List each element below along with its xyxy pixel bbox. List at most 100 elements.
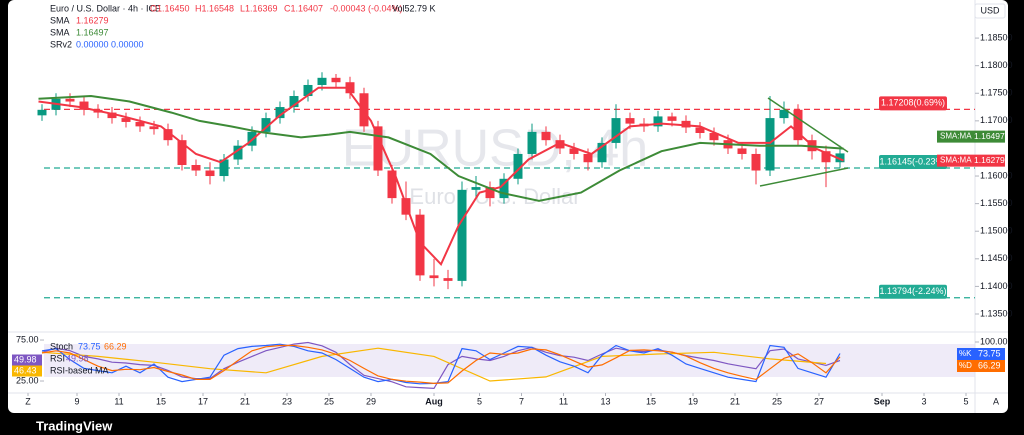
- candle-body: [65, 98, 75, 102]
- candle-body: [457, 189, 467, 281]
- level-label: 1.16145(-0.23%): [879, 156, 946, 166]
- currency[interactable]: USD: [980, 5, 1000, 15]
- ohlc-value: C1.16407: [284, 3, 323, 13]
- y-tick-label: 1.15000: [980, 226, 1013, 236]
- candle-body: [597, 142, 607, 163]
- y-tick-label: 1.16000: [980, 170, 1013, 180]
- price-tag-name: SMA:MA: [940, 132, 972, 141]
- candle-body: [737, 148, 747, 154]
- x-tick-label: Z: [25, 396, 31, 406]
- legend-rsi-ma: RSI-based MA: [50, 365, 109, 375]
- candle-body: [387, 170, 397, 199]
- candle-body: [583, 153, 593, 163]
- x-tick-label: 21: [240, 396, 250, 406]
- x-tick-label: Sep: [874, 396, 891, 406]
- level-label-box: [879, 155, 947, 170]
- x-tick-label: 15: [156, 396, 166, 406]
- candle-body: [429, 275, 439, 279]
- y-tick-label: 1.18000: [980, 60, 1013, 70]
- price-tag-value: 1.16279: [974, 155, 1005, 165]
- candle-body: [331, 77, 341, 83]
- y-tick-label: 1.14000: [980, 281, 1013, 291]
- legend-rsi: RSI: [50, 353, 65, 363]
- x-tick-label: 23: [282, 396, 292, 406]
- candle-body: [163, 129, 173, 141]
- level-label-box: [879, 96, 947, 111]
- ohlc-value: L1.16369: [240, 3, 278, 13]
- candle-body: [289, 96, 299, 108]
- x-tick-label: 5: [963, 396, 968, 406]
- candle-body: [751, 153, 761, 171]
- y-tick-label: 1.14500: [980, 253, 1013, 263]
- ohlc-value: Vol52.79 K: [392, 3, 436, 13]
- sma-line: [38, 94, 844, 202]
- rsi-band: [44, 344, 975, 377]
- candle-body: [219, 159, 229, 177]
- x-tick-label: 3: [921, 396, 926, 406]
- x-tick-label: Aug: [425, 396, 443, 406]
- candle-body: [555, 140, 565, 149]
- legend-stoch-value: 73.75: [78, 341, 101, 351]
- candle-body: [261, 118, 271, 132]
- osc-tag-name: %D: [959, 361, 972, 370]
- osc-tag-box: [12, 354, 42, 366]
- ohlc-value: -0.00043 (-0.04%): [330, 3, 403, 13]
- candle-body: [653, 116, 663, 127]
- x-tick-label: 13: [600, 396, 610, 406]
- candle-body: [779, 109, 789, 119]
- x-tick-label: 15: [646, 396, 656, 406]
- candle-body: [205, 170, 215, 177]
- candle-body: [317, 77, 327, 85]
- osc-tag-box: [957, 360, 1005, 372]
- price-tag-value: 1.16497: [974, 131, 1005, 141]
- ohlc-value: H1.16548: [195, 3, 234, 13]
- candle-body: [275, 107, 285, 119]
- legend-sma-value: 1.16497: [76, 27, 109, 37]
- candle-body: [625, 118, 635, 124]
- candle-body: [471, 187, 481, 190]
- x-tick-label: 11: [559, 396, 568, 406]
- candle-body: [835, 153, 845, 163]
- osc-tag-value: 46.43: [14, 365, 37, 375]
- candle-body: [191, 165, 201, 171]
- auto-scale-button[interactable]: A: [993, 396, 999, 406]
- osc-tag-value: 49.98: [14, 354, 37, 364]
- chart-panel: [8, 0, 1008, 413]
- legend-sma-value: 1.16279: [76, 15, 109, 25]
- rsi-line: [41, 347, 827, 382]
- legend-sma: SMA: [50, 15, 70, 25]
- stoch-line: [41, 343, 841, 385]
- candle-body: [695, 127, 705, 133]
- candle-body: [793, 109, 803, 141]
- y-tick-label: 1.13500: [980, 308, 1013, 318]
- legend-stoch: Stoch: [50, 341, 73, 351]
- trendline: [759, 167, 849, 187]
- sma-line: [38, 86, 844, 267]
- candle-body: [149, 126, 159, 130]
- candle-body: [541, 131, 551, 141]
- plot-area: [37, 72, 975, 390]
- y-tick-label: 100.00: [980, 336, 1008, 346]
- y-tick-label: 25.00: [16, 375, 39, 385]
- legend-rsi-value: 49.98: [66, 353, 89, 363]
- candle-body: [233, 145, 243, 160]
- candle-body: [499, 178, 509, 199]
- currency-box[interactable]: [974, 3, 1006, 19]
- osc-tag-value: 66.29: [978, 360, 1001, 370]
- ohlc-value: O1.16450: [150, 3, 190, 13]
- candle-body: [821, 151, 831, 163]
- symbol: Euro / U.S. Dollar · 4h · ICE: [50, 3, 161, 13]
- x-tick-label: 21: [730, 396, 740, 406]
- trendline: [767, 97, 849, 153]
- x-tick-label: 11: [114, 396, 123, 406]
- price-tag-name: SMA:MA: [940, 156, 972, 165]
- y-tick-label: 1.17000: [980, 115, 1013, 125]
- candle-body: [345, 82, 355, 94]
- candle-body: [303, 84, 313, 97]
- candle-body: [121, 118, 131, 122]
- level-label: 1.13794(-2.24%): [879, 286, 946, 296]
- candle-body: [107, 112, 117, 119]
- candle-body: [37, 109, 47, 116]
